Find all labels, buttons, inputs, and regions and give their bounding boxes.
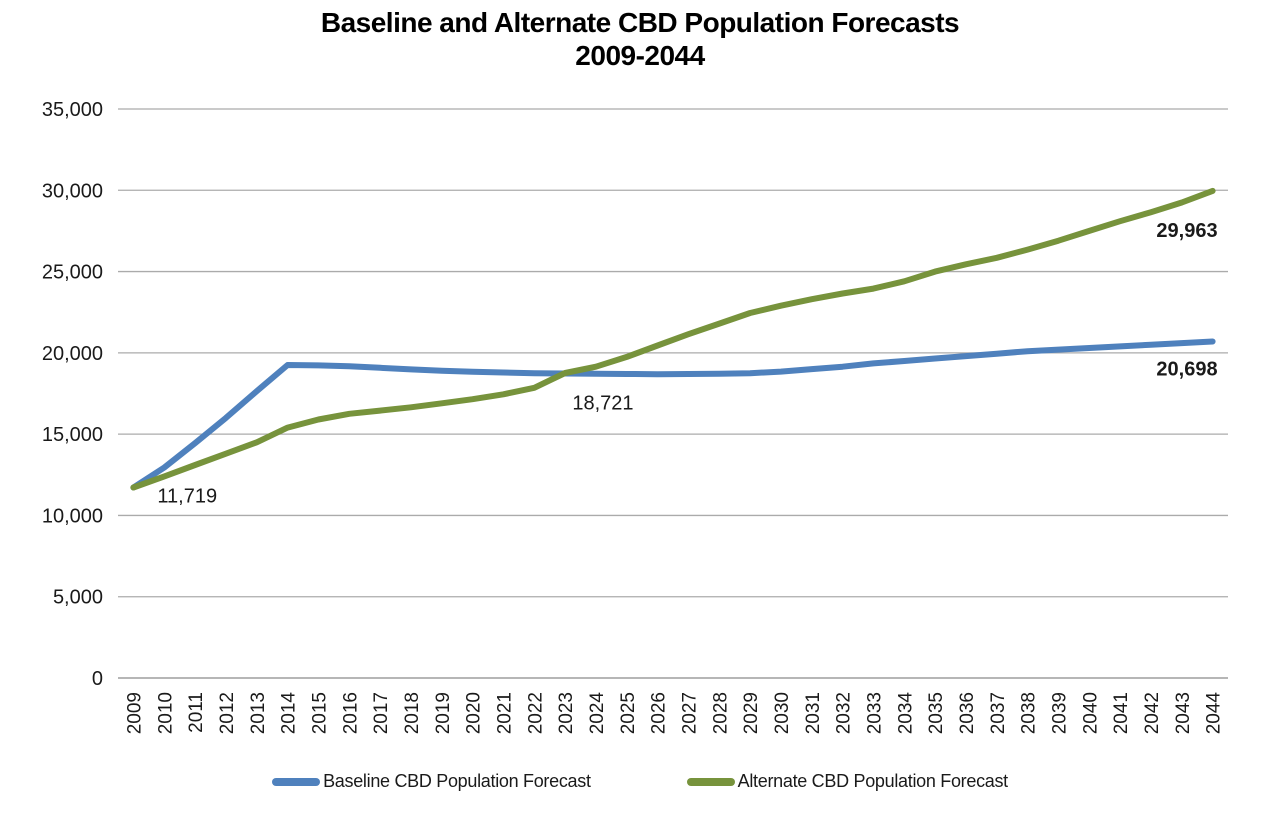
y-axis-tick-label: 35,000 [42,99,103,121]
x-axis-tick-label: 2022 [525,692,546,734]
y-axis-tick-label: 0 [92,668,103,690]
x-axis-tick-label: 2035 [926,692,947,734]
x-axis-tick-label: 2012 [217,692,238,734]
x-axis-tick-label: 2033 [864,692,885,734]
x-axis-tick-label: 2025 [618,692,639,734]
legend-item-alternate: Alternate CBD Population Forecast [686,771,1009,792]
y-axis-tick-label: 25,000 [42,262,103,284]
x-axis-tick-label: 2041 [1111,692,1132,734]
x-axis-tick-label: 2043 [1173,692,1194,734]
x-axis-tick-label: 2031 [803,692,824,734]
x-axis-tick-label: 2032 [834,692,855,734]
chart-title-block: Baseline and Alternate CBD Population Fo… [0,6,1280,72]
alternate-series-swatch-icon [686,777,735,786]
data-label: 11,719 [157,485,217,507]
series-line-baseline [130,338,1216,491]
legend-label-baseline: Baseline CBD Population Forecast [323,771,591,791]
x-axis-tick-label: 2028 [710,692,731,734]
x-axis-tick-label: 2030 [772,692,793,734]
chart-legend: Baseline CBD Population Forecast Alterna… [0,771,1280,792]
x-axis-tick-label: 2018 [402,692,423,734]
x-axis-tick-label: 2042 [1142,692,1163,734]
data-label: 29,963 [1156,220,1217,242]
x-axis-tick-label: 2034 [895,692,916,735]
x-axis-tick-label: 2011 [186,692,207,733]
y-axis-tick-label: 30,000 [42,180,103,202]
x-axis-tick-label: 2026 [649,692,670,734]
series-line-alternate [130,187,1216,491]
x-axis-tick-label: 2021 [494,692,515,734]
x-axis-tick-label: 2010 [155,692,176,734]
y-axis-tick-label: 5,000 [53,587,103,609]
x-axis-tick-label: 2040 [1080,692,1101,734]
x-axis-tick-label: 2015 [309,692,330,734]
data-label: 20,698 [1156,359,1217,381]
x-axis-tick-label: 2020 [464,692,485,734]
x-axis-tick-label: 2024 [587,692,608,735]
x-axis-tick-label: 2017 [371,692,392,734]
x-axis-tick-label: 2019 [433,692,454,734]
y-axis-tick-label: 10,000 [42,505,103,527]
y-axis-tick-label: 20,000 [42,343,103,365]
x-axis-tick-label: 2044 [1204,692,1225,735]
legend-label-alternate: Alternate CBD Population Forecast [737,771,1009,791]
x-axis-tick-label: 2014 [279,692,300,735]
data-label: 18,721 [572,393,633,415]
x-axis-tick-label: 2029 [741,692,762,734]
x-axis-tick-label: 2023 [556,692,577,734]
x-axis-tick-label: 2039 [1049,692,1070,734]
y-axis-tick-label: 15,000 [42,424,103,446]
x-axis-tick-label: 2038 [1019,692,1040,734]
x-axis-tick-label: 2036 [957,692,978,734]
chart-subtitle: 2009-2044 [575,40,705,71]
baseline-series-swatch-icon [272,777,321,786]
chart-title: Baseline and Alternate CBD Population Fo… [320,7,960,38]
x-axis-tick-label: 2013 [248,692,269,734]
x-axis-tick-label: 2037 [988,692,1009,734]
x-axis-tick-label: 2009 [124,692,145,734]
x-axis-tick-label: 2016 [340,692,361,734]
x-axis-tick-label: 2027 [679,692,700,734]
legend-item-baseline: Baseline CBD Population Forecast [272,771,591,792]
